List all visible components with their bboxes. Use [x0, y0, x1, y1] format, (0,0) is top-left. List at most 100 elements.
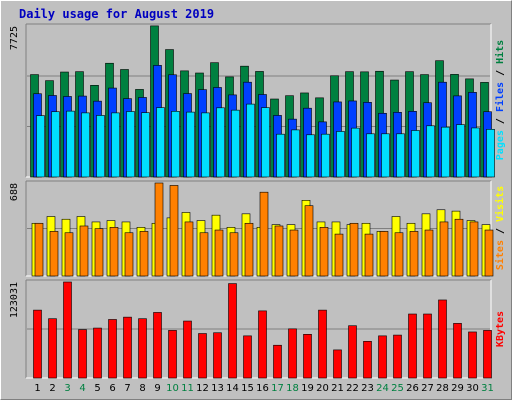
bar-sites-day-16: [259, 191, 269, 277]
x-tick-label-day-11: 11: [181, 383, 194, 394]
x-tick-label-day-23: 23: [361, 383, 374, 394]
series-label-part: Visits: [494, 186, 506, 222]
series-label-part: Hits: [494, 40, 506, 64]
bar-sites-day-24: [379, 231, 389, 277]
bar-sites-day-8: [139, 231, 149, 277]
bar-sites-day-12: [199, 232, 209, 277]
bar-kbytes-day-17: [273, 344, 282, 379]
bar-kbytes-day-13: [213, 332, 222, 379]
bar-pages-day-23: [366, 133, 375, 178]
bar-kbytes-day-4: [78, 329, 87, 379]
x-tick-label-day-4: 4: [79, 383, 85, 394]
bar-pages-day-21: [336, 131, 345, 178]
bar-pages-day-14: [231, 109, 240, 178]
bar-pages-day-5: [96, 115, 105, 178]
bar-pages-day-8: [141, 112, 150, 178]
bar-pages-day-9: [156, 107, 165, 178]
bar-kbytes-day-14: [228, 283, 237, 379]
x-tick-label-day-26: 26: [406, 383, 419, 394]
bar-sites-day-21: [334, 233, 344, 277]
bar-pages-day-13: [216, 107, 225, 178]
bar-sites-day-20: [319, 227, 329, 277]
bar-kbytes-day-31: [483, 330, 492, 379]
bar-kbytes-day-18: [288, 328, 297, 379]
bar-pages-day-18: [291, 129, 300, 178]
bar-kbytes-day-25: [393, 334, 402, 379]
bar-kbytes-day-27: [423, 313, 432, 379]
bar-pages-day-12: [201, 112, 210, 178]
bar-pages-day-15: [246, 103, 255, 178]
x-tick-label-day-28: 28: [436, 383, 449, 394]
bar-kbytes-day-26: [408, 313, 417, 379]
series-label-kbytes: KBytes: [495, 311, 506, 347]
x-tick-label-day-29: 29: [451, 383, 464, 394]
ymax-label-visits-sites: 688: [9, 183, 20, 201]
bar-kbytes-day-28: [438, 299, 447, 379]
bar-sites-day-19: [304, 205, 314, 277]
x-tick-label-day-3: 3: [64, 383, 70, 394]
x-tick-label-day-14: 14: [226, 383, 239, 394]
series-label-part: /: [495, 222, 506, 240]
bar-sites-day-10: [169, 185, 179, 277]
bar-kbytes-day-6: [108, 319, 117, 379]
x-tick-label-day-13: 13: [211, 383, 224, 394]
x-tick-label-day-9: 9: [154, 383, 160, 394]
bar-sites-day-25: [394, 232, 404, 277]
bar-sites-day-30: [469, 221, 479, 277]
x-tick-label-day-31: 31: [481, 383, 494, 394]
bar-kbytes-day-16: [258, 310, 267, 379]
bar-pages-day-27: [426, 125, 435, 178]
bar-sites-day-2: [49, 231, 59, 277]
bar-kbytes-day-11: [183, 320, 192, 379]
bar-sites-day-5: [94, 228, 104, 277]
bar-pages-day-25: [396, 133, 405, 178]
bar-sites-day-4: [79, 225, 89, 277]
bar-pages-day-1: [36, 115, 45, 178]
bar-pages-day-20: [321, 133, 330, 178]
bar-pages-day-16: [261, 107, 270, 178]
bar-pages-day-31: [486, 129, 495, 178]
x-tick-label-day-10: 10: [166, 383, 179, 394]
bar-kbytes-day-15: [243, 335, 252, 379]
x-tick-label-day-17: 17: [271, 383, 284, 394]
bar-kbytes-day-8: [138, 318, 147, 379]
bar-pages-day-30: [471, 127, 480, 178]
bar-pages-day-24: [381, 133, 390, 178]
bar-kbytes-day-30: [468, 331, 477, 379]
bar-pages-day-11: [186, 111, 195, 178]
bar-kbytes-day-7: [123, 316, 132, 379]
x-tick-label-day-12: 12: [196, 383, 209, 394]
series-label-part: Pages: [495, 130, 506, 160]
bar-pages-day-22: [351, 127, 360, 178]
bar-pages-day-10: [171, 111, 180, 178]
x-tick-label-day-22: 22: [346, 383, 359, 394]
x-tick-label-day-21: 21: [331, 383, 344, 394]
bar-sites-day-7: [124, 232, 134, 277]
ymax-label-kbytes: 123031: [9, 282, 20, 318]
x-tick-label-day-18: 18: [286, 383, 299, 394]
bar-kbytes-day-3: [63, 281, 72, 379]
bar-sites-day-3: [64, 232, 74, 277]
bar-pages-day-17: [276, 133, 285, 178]
x-tick-label-day-15: 15: [241, 383, 254, 394]
x-tick-label-day-20: 20: [316, 383, 329, 394]
x-tick-label-day-5: 5: [94, 383, 100, 394]
bar-kbytes-day-5: [93, 327, 102, 379]
bar-sites-day-1: [34, 222, 44, 277]
x-tick-label-day-1: 1: [34, 383, 40, 394]
x-tick-label-day-8: 8: [139, 383, 145, 394]
bar-sites-day-31: [484, 229, 494, 277]
x-tick-label-day-7: 7: [124, 383, 130, 394]
bar-sites-day-27: [424, 229, 434, 277]
series-label-part: KBytes: [495, 311, 506, 347]
series-label-part: Files: [494, 82, 506, 112]
bar-sites-day-9: [154, 182, 164, 277]
bar-sites-day-29: [454, 218, 464, 277]
bar-sites-day-14: [229, 232, 239, 277]
bar-sites-day-17: [274, 225, 284, 277]
series-label-part: Sites: [494, 240, 506, 270]
x-tick-label-day-30: 30: [466, 383, 479, 394]
x-tick-label-day-24: 24: [376, 383, 389, 394]
bar-kbytes-day-2: [48, 318, 57, 379]
bar-kbytes-day-9: [153, 312, 162, 379]
